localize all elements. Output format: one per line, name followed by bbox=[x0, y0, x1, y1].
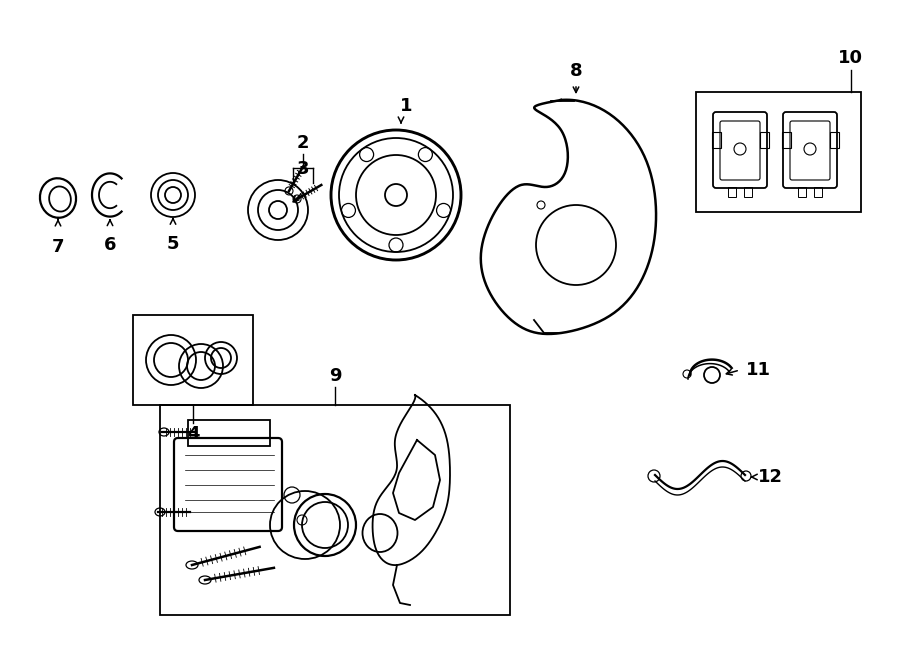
Text: 11: 11 bbox=[746, 361, 771, 379]
Bar bbox=[798, 187, 806, 197]
Bar bbox=[830, 132, 839, 148]
Text: 6: 6 bbox=[104, 237, 116, 254]
Bar bbox=[814, 187, 822, 197]
Text: 10: 10 bbox=[838, 49, 863, 67]
Bar bbox=[760, 132, 769, 148]
Bar bbox=[744, 187, 752, 197]
Text: 3: 3 bbox=[297, 160, 310, 178]
Bar bbox=[712, 132, 721, 148]
Bar bbox=[133, 315, 253, 405]
Bar bbox=[696, 92, 860, 212]
Text: 9: 9 bbox=[328, 367, 341, 385]
Text: 12: 12 bbox=[758, 468, 783, 486]
Text: 1: 1 bbox=[400, 97, 412, 115]
Bar bbox=[782, 132, 791, 148]
Text: 5: 5 bbox=[166, 235, 179, 253]
Text: 8: 8 bbox=[570, 62, 582, 80]
Text: 7: 7 bbox=[52, 237, 64, 256]
Bar bbox=[728, 187, 736, 197]
Bar bbox=[188, 420, 270, 446]
Text: 4: 4 bbox=[187, 425, 199, 443]
Bar bbox=[160, 405, 510, 615]
Text: 2: 2 bbox=[297, 134, 310, 152]
